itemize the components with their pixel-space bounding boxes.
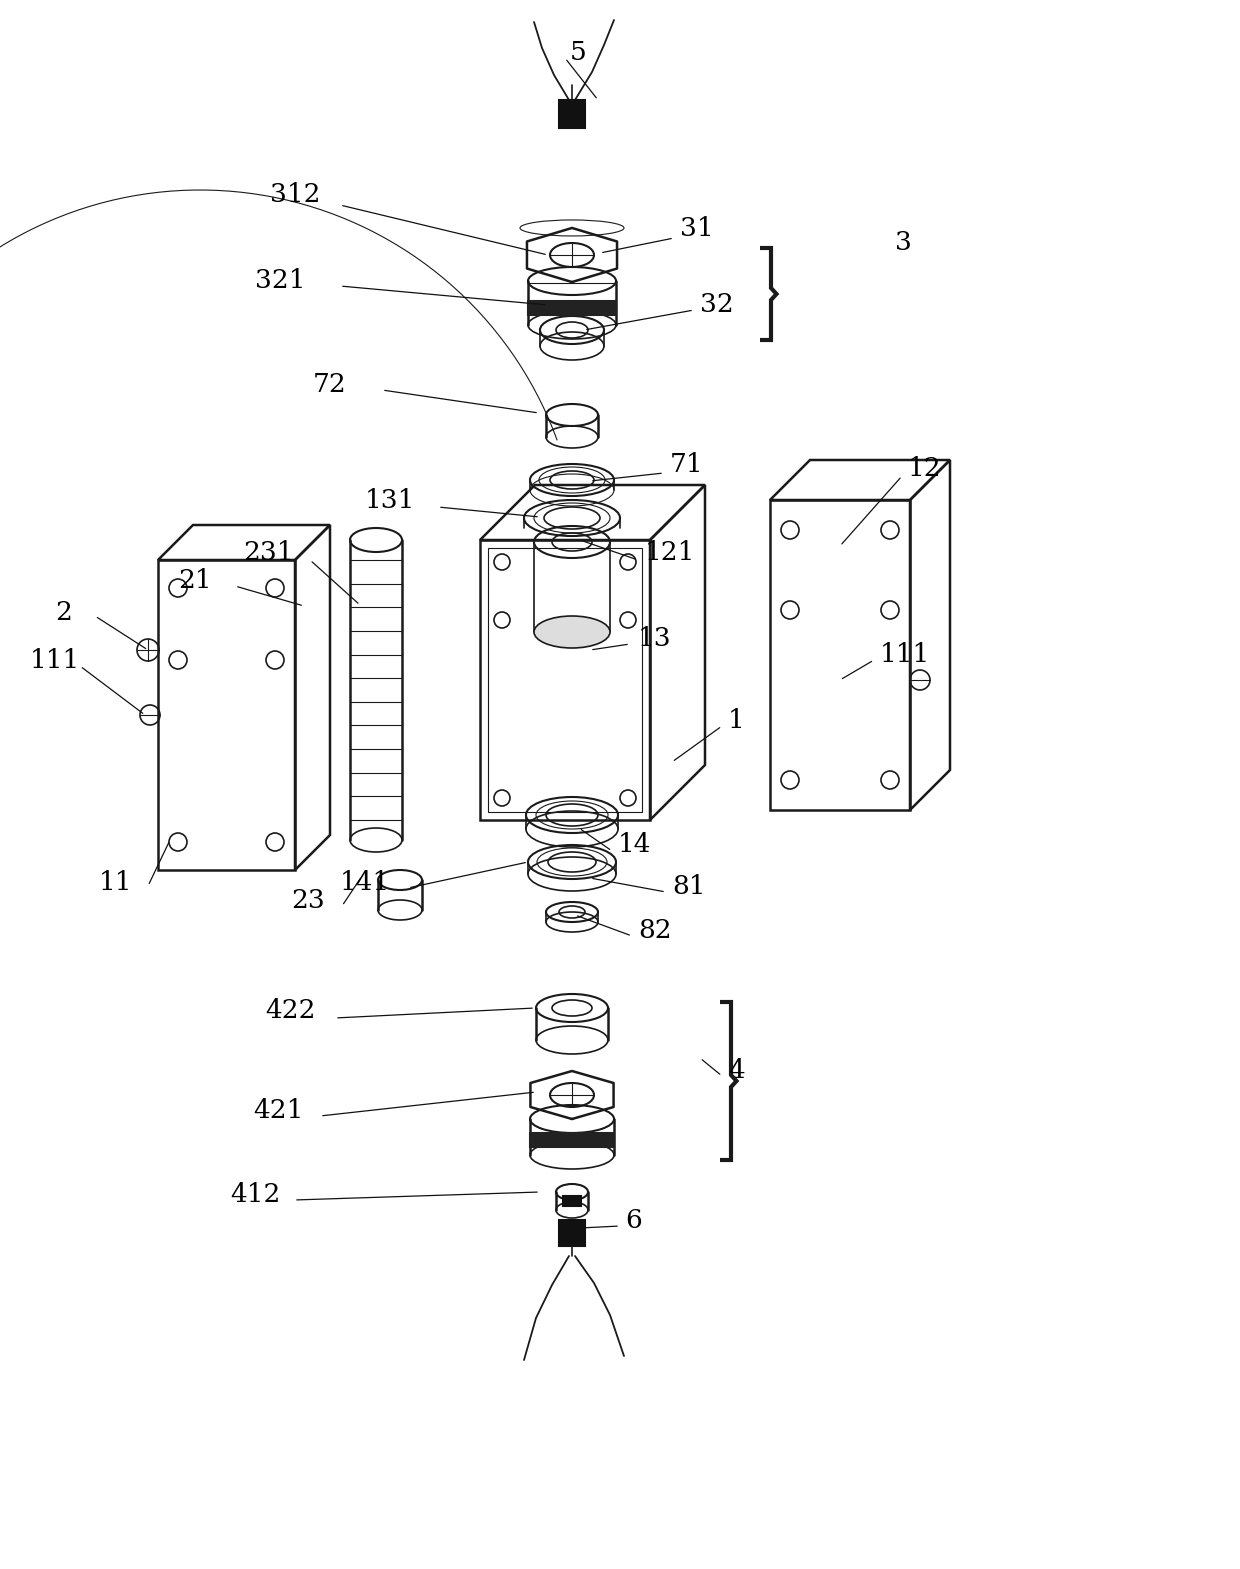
Text: 12: 12 bbox=[908, 455, 941, 480]
Text: 312: 312 bbox=[270, 182, 320, 207]
Text: 121: 121 bbox=[645, 540, 696, 565]
Text: 111: 111 bbox=[30, 648, 81, 673]
Text: 32: 32 bbox=[701, 292, 734, 317]
Text: 231: 231 bbox=[243, 540, 293, 565]
Bar bbox=[770, 501, 910, 810]
Text: 412: 412 bbox=[229, 1183, 280, 1208]
Bar bbox=[489, 548, 642, 813]
Text: 2: 2 bbox=[55, 599, 72, 624]
Bar bbox=[559, 100, 585, 129]
Text: 4: 4 bbox=[728, 1058, 745, 1083]
Text: 6: 6 bbox=[625, 1208, 642, 1233]
Ellipse shape bbox=[534, 617, 610, 648]
Text: 5: 5 bbox=[570, 39, 587, 64]
Text: 141: 141 bbox=[340, 869, 391, 894]
Text: 422: 422 bbox=[265, 998, 315, 1023]
Text: 1: 1 bbox=[728, 708, 745, 733]
Bar bbox=[157, 560, 295, 869]
Text: 321: 321 bbox=[254, 267, 305, 292]
Text: 3: 3 bbox=[895, 229, 911, 254]
Bar bbox=[559, 1221, 585, 1246]
Text: 72: 72 bbox=[314, 372, 347, 397]
Bar bbox=[529, 1133, 614, 1147]
Text: 82: 82 bbox=[639, 918, 672, 943]
Text: 131: 131 bbox=[365, 488, 415, 513]
Text: 81: 81 bbox=[672, 874, 706, 899]
Text: 71: 71 bbox=[670, 452, 703, 477]
Text: 11: 11 bbox=[98, 869, 131, 894]
Bar bbox=[480, 540, 650, 821]
Text: 23: 23 bbox=[291, 888, 325, 913]
Text: 21: 21 bbox=[179, 568, 212, 593]
Bar bbox=[528, 301, 616, 315]
Text: 421: 421 bbox=[253, 1097, 304, 1122]
Text: 111: 111 bbox=[880, 642, 930, 667]
Text: 14: 14 bbox=[618, 833, 651, 858]
Bar bbox=[563, 1196, 582, 1207]
Text: 31: 31 bbox=[680, 215, 714, 240]
Text: 13: 13 bbox=[639, 626, 672, 651]
